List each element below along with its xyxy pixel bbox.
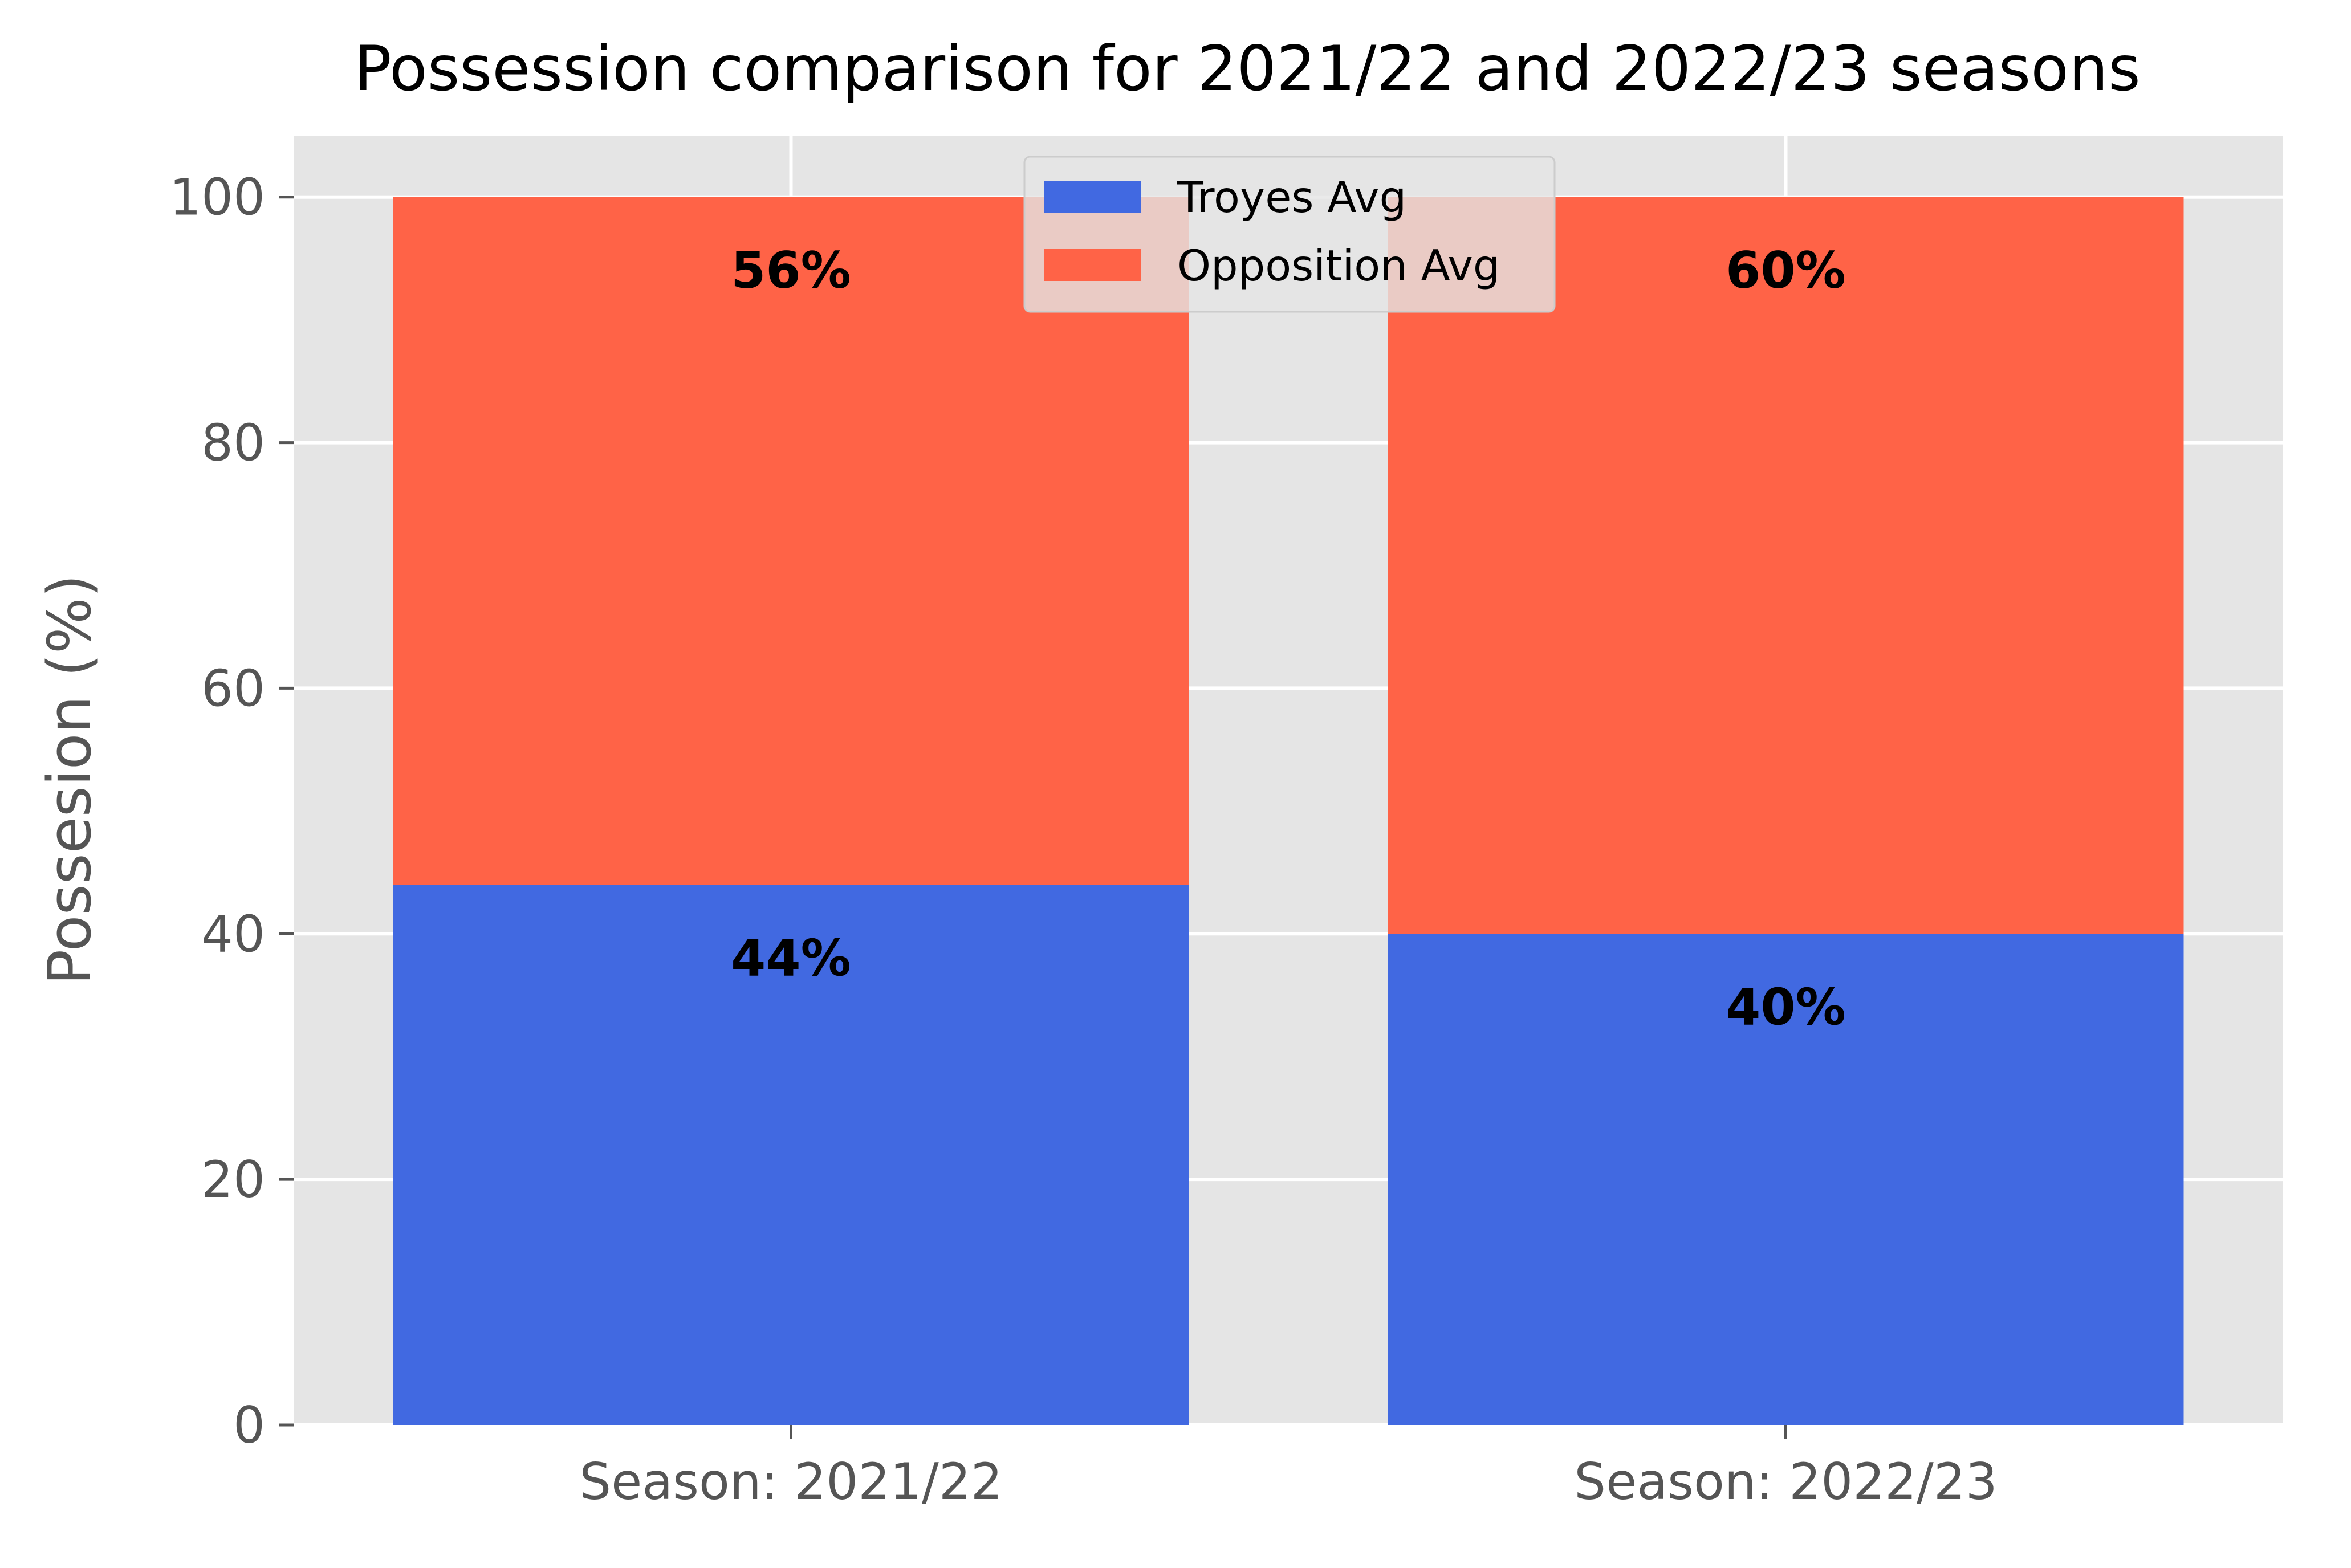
legend-box xyxy=(1023,156,1556,313)
y-tick-label: 80 xyxy=(201,414,265,473)
data-label: 56% xyxy=(731,241,851,300)
chart-title: Possession comparison for 2021/22 and 20… xyxy=(354,32,2141,105)
x-tick-label: Season: 2021/22 xyxy=(579,1452,1003,1511)
legend-swatch xyxy=(1044,181,1141,213)
data-label: 40% xyxy=(1726,978,1846,1037)
bars xyxy=(393,197,2184,1425)
data-label: 60% xyxy=(1726,241,1846,300)
bar-opposition xyxy=(1388,197,2184,934)
data-labels: 44% 56% 40% 60% xyxy=(731,241,1846,1037)
y-axis-label: Possesion (%) xyxy=(35,575,104,985)
y-tick-label: 0 xyxy=(233,1396,265,1455)
bar-troyes xyxy=(1388,934,2184,1425)
legend: Troyes Avg Opposition Avg xyxy=(1023,156,1556,313)
y-tick-label: 60 xyxy=(201,659,265,718)
y-tick-label: 20 xyxy=(201,1150,265,1209)
bar-troyes xyxy=(393,885,1189,1425)
legend-swatch xyxy=(1044,249,1141,281)
x-tick-label: Season: 2022/23 xyxy=(1574,1452,1998,1511)
y-tick-label: 100 xyxy=(169,168,265,227)
legend-label: Opposition Avg xyxy=(1177,241,1500,291)
legend-label: Troyes Avg xyxy=(1177,172,1406,222)
data-label: 44% xyxy=(731,928,851,987)
axes: 0 20 40 60 80 100 Season: 2021/22 Season: 2022/… xyxy=(169,168,1998,1511)
y-tick-label: 40 xyxy=(201,905,265,963)
